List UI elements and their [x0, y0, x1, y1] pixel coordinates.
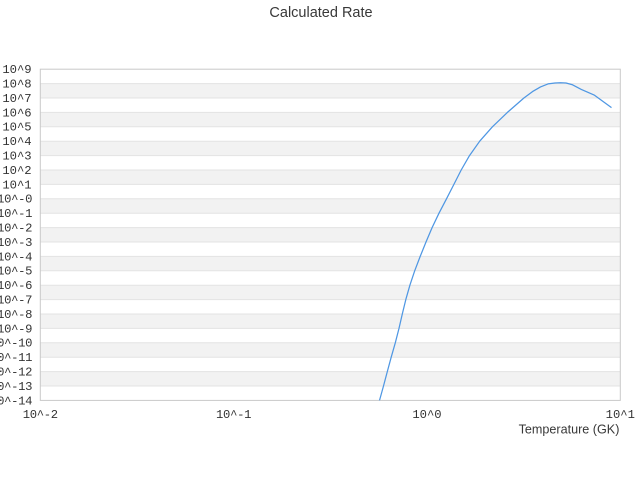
svg-text:10^7: 10^7 — [2, 92, 31, 106]
svg-text:Calculated Rate: Calculated Rate — [269, 5, 372, 21]
svg-text:10^-13: 10^-13 — [0, 380, 32, 394]
svg-text:10^-2: 10^-2 — [23, 408, 58, 422]
svg-text:Temperature (GK): Temperature (GK) — [519, 423, 620, 437]
svg-text:10^-4: 10^-4 — [0, 250, 32, 264]
svg-text:10^-7: 10^-7 — [0, 294, 32, 308]
svg-text:10^-12: 10^-12 — [0, 366, 32, 380]
svg-text:10^0: 10^0 — [412, 408, 441, 422]
svg-text:10^1: 10^1 — [606, 408, 635, 422]
svg-text:10^6: 10^6 — [2, 106, 31, 120]
svg-text:10^5: 10^5 — [2, 121, 31, 135]
svg-text:10^-10: 10^-10 — [0, 337, 32, 351]
svg-text:10^8: 10^8 — [2, 78, 31, 92]
svg-text:10^-9: 10^-9 — [0, 322, 32, 336]
svg-text:10^4: 10^4 — [2, 135, 31, 149]
svg-text:10^3: 10^3 — [2, 150, 31, 164]
svg-text:10^-11: 10^-11 — [0, 351, 32, 365]
svg-text:10^-3: 10^-3 — [0, 236, 32, 250]
svg-text:10^-14: 10^-14 — [0, 394, 32, 408]
svg-text:10^-6: 10^-6 — [0, 279, 32, 293]
svg-text:10^-1: 10^-1 — [0, 207, 32, 221]
svg-text:10^-0: 10^-0 — [0, 193, 32, 207]
svg-text:10^-5: 10^-5 — [0, 265, 32, 279]
svg-text:10^-8: 10^-8 — [0, 308, 32, 322]
svg-text:10^1: 10^1 — [2, 178, 31, 192]
svg-text:10^-2: 10^-2 — [0, 222, 32, 236]
svg-text:10^2: 10^2 — [2, 164, 31, 178]
svg-text:10^9: 10^9 — [2, 63, 31, 77]
svg-text:10^-1: 10^-1 — [216, 408, 251, 422]
